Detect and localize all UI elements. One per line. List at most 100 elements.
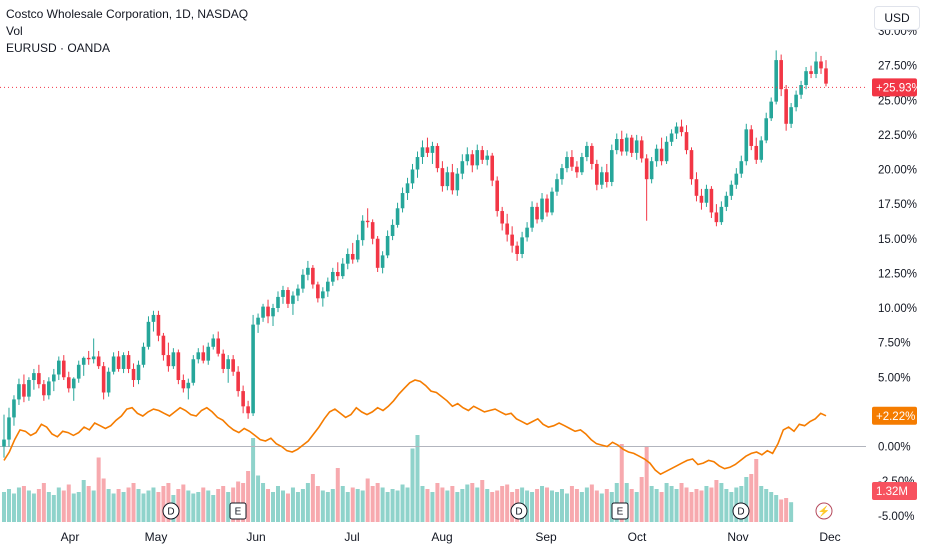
- candle-body: [465, 154, 470, 162]
- candle: [350, 242, 355, 264]
- candle-body: [435, 145, 440, 169]
- volume-bar: [599, 493, 604, 522]
- volume-bar: [201, 487, 206, 522]
- candle: [510, 226, 514, 253]
- candle: [490, 152, 495, 187]
- candle: [385, 230, 390, 259]
- candle: [505, 213, 509, 242]
- candle: [395, 202, 400, 228]
- x-tick-label: Apr: [61, 530, 80, 544]
- volume-bar: [216, 489, 221, 522]
- candle-body: [186, 382, 191, 389]
- legend-volume[interactable]: Vol: [6, 24, 23, 38]
- candle-body: [814, 61, 818, 74]
- candle-body: [759, 140, 764, 160]
- candle: [12, 395, 16, 426]
- candle: [176, 349, 181, 385]
- candle: [779, 54, 783, 97]
- candle: [669, 129, 674, 146]
- candle-body: [296, 288, 300, 296]
- volume-bar: [355, 489, 360, 522]
- candle: [370, 219, 375, 245]
- x-tick-label: Nov: [727, 530, 748, 544]
- volume-bar: [545, 487, 550, 522]
- volume-bar: [325, 492, 330, 522]
- volume-bar: [285, 493, 290, 522]
- volume-bar: [659, 492, 664, 522]
- candle: [276, 291, 280, 313]
- volume-bar: [315, 486, 320, 522]
- volume-bar: [61, 490, 66, 522]
- volume-bar: [405, 487, 410, 522]
- candle-body: [201, 352, 206, 361]
- volume-bar: [2, 492, 6, 522]
- candle-body: [211, 338, 216, 347]
- candle-body: [131, 368, 136, 381]
- candle-body: [560, 168, 564, 180]
- candle: [749, 125, 754, 151]
- candle-body: [595, 163, 599, 185]
- volume-bar: [679, 483, 684, 522]
- volume-bar: [674, 489, 679, 522]
- x-tick-label: Jun: [246, 530, 265, 544]
- candle: [719, 201, 724, 225]
- candle-body: [734, 173, 739, 185]
- candle: [629, 134, 634, 158]
- candle: [306, 260, 310, 281]
- y-axis[interactable]: 30.00%27.50%25.00%22.50%20.00%17.50%15.0…: [878, 26, 917, 523]
- candle-body: [714, 212, 719, 223]
- volume-bar: [789, 502, 794, 522]
- candle: [375, 235, 380, 272]
- candle: [460, 154, 465, 180]
- legend-main-series[interactable]: Costco Wholesale Corporation, 1D, NASDAQ: [6, 7, 249, 21]
- volume-bars: [2, 435, 794, 522]
- event-marker-dividend[interactable]: D: [732, 502, 750, 520]
- candle-body: [335, 271, 340, 277]
- candle-body: [470, 154, 475, 166]
- candle: [166, 342, 171, 372]
- event-marker-earnings[interactable]: E: [229, 502, 247, 520]
- candle: [699, 188, 704, 210]
- candle: [774, 50, 778, 105]
- chart-legend[interactable]: Costco Wholesale Corporation, 1D, NASDAQ…: [6, 6, 248, 57]
- event-markers[interactable]: D E D E D ⚡: [162, 502, 833, 520]
- candle: [7, 407, 11, 447]
- split-icon: [815, 502, 833, 520]
- x-tick-label: Aug: [431, 530, 452, 544]
- event-label: E: [235, 507, 242, 518]
- candle: [819, 55, 823, 74]
- x-axis[interactable]: Apr May Jun Jul Aug Sep Oct Nov Dec: [61, 530, 841, 544]
- candle: [186, 378, 191, 400]
- volume-bar: [435, 483, 440, 522]
- volume-bar: [320, 490, 325, 522]
- candle: [380, 251, 385, 274]
- candle: [326, 277, 330, 297]
- event-marker-earnings[interactable]: E: [611, 502, 629, 520]
- currency-button[interactable]: USD: [874, 6, 920, 30]
- event-marker-dividend[interactable]: D: [162, 502, 180, 520]
- candle: [281, 285, 285, 304]
- event-marker-split[interactable]: ⚡: [815, 502, 833, 520]
- candle: [91, 338, 96, 364]
- candle-body: [669, 133, 674, 142]
- volume-bar: [634, 492, 639, 522]
- candle-body: [754, 145, 759, 160]
- volume-bar: [445, 490, 450, 522]
- candle: [590, 143, 594, 170]
- volume-bar: [525, 490, 530, 522]
- candle: [201, 345, 206, 364]
- candle: [550, 187, 554, 216]
- volume-bar: [624, 483, 629, 522]
- volume-bar: [16, 487, 21, 522]
- candle-body: [525, 227, 529, 238]
- candle: [704, 184, 709, 207]
- y-tick-label: 17.50%: [878, 199, 917, 211]
- event-marker-dividend[interactable]: D: [510, 502, 528, 520]
- candle: [251, 314, 255, 417]
- volume-bar: [141, 493, 146, 522]
- candle-body: [390, 224, 395, 236]
- candle: [42, 380, 46, 401]
- y-tick-label: 5.00%: [878, 372, 911, 384]
- legend-compare-series[interactable]: EURUSD · OANDA: [6, 41, 111, 55]
